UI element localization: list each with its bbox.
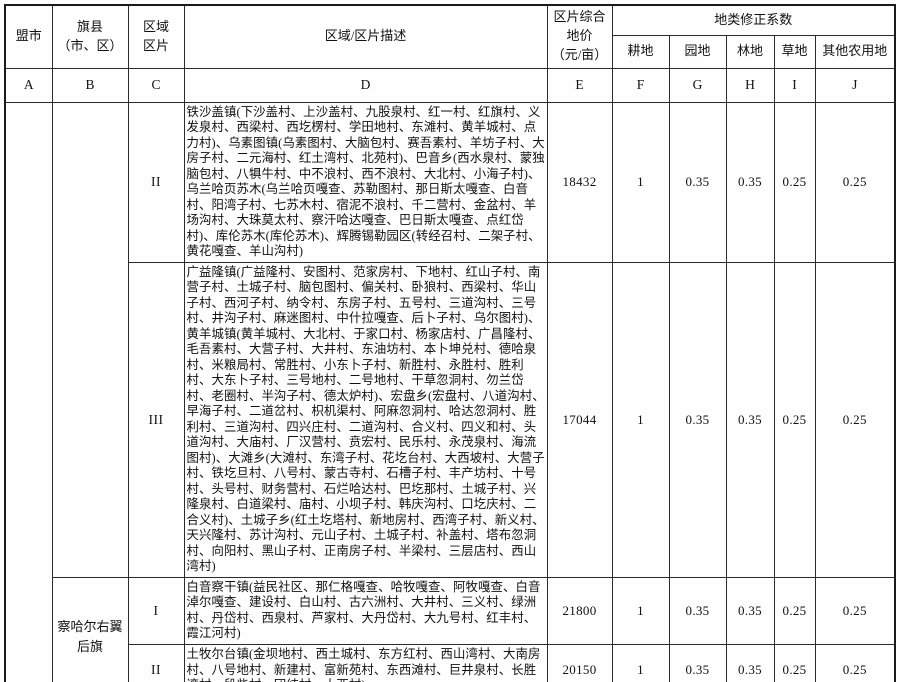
factor-other-cell: 0.25: [814, 576, 896, 645]
factor-farmland-cell: 1: [611, 643, 670, 682]
header-quyu-qupian: 区域 区片: [127, 4, 185, 69]
factor-grassland-cell: 0.25: [773, 101, 816, 263]
table-row: II 土牧尔台镇(金坝地村、西土城村、东方红村、西山湾村、大南房村、八号地村、新…: [5, 643, 896, 682]
description-cell: 白音察干镇(益民社区、那仁格嘎查、哈牧嘎查、阿牧嘎查、白音淖尔嘎查、建设村、白山…: [183, 576, 548, 645]
header-qixian-line2: （市、区）: [57, 37, 123, 53]
header-price-line3: （元/亩）: [551, 47, 608, 63]
letter-cell-c: C: [127, 67, 185, 103]
factor-garden-cell: 0.35: [668, 576, 727, 645]
price-cell: 18432: [546, 101, 613, 263]
table-row: III 广益隆镇(广益隆村、安图村、范家房村、下地村、红山子村、南营子村、土城子…: [5, 261, 896, 578]
header-price: 区片综合 地价 （元/亩）: [546, 4, 613, 69]
header-price-line1: 区片综合: [553, 9, 606, 25]
factor-forest-cell: 0.35: [725, 101, 775, 263]
header-qixian-line1: 旗县: [76, 18, 103, 34]
price-cell: 21800: [546, 576, 613, 645]
letter-cell-h: H: [725, 67, 775, 103]
price-cell: 20150: [546, 643, 613, 682]
header-description-label: 区域/区片描述: [324, 28, 407, 44]
land-price-table: 盟市 旗县 （市、区） 区域 区片 区域/区片描述 区片综合 地价 （元/亩）: [4, 4, 897, 682]
table-row: 察哈尔右翼后旗 I 白音察干镇(益民社区、那仁格嘎查、哈牧嘎查、阿牧嘎查、白音淖…: [5, 576, 896, 682]
factor-farmland-cell: 1: [611, 261, 670, 578]
letter-cell-g: G: [668, 67, 727, 103]
header-mengshi-label: 盟市: [15, 28, 42, 44]
header-factor-grassland: 草地: [773, 34, 816, 69]
zone-cell: III: [127, 261, 185, 578]
letter-cell-b: B: [51, 67, 129, 103]
letter-cell-j: J: [814, 67, 896, 103]
header-factor-group-label: 地类修正系数: [714, 11, 793, 27]
factor-grassland-cell: 0.25: [773, 261, 816, 578]
factor-garden-cell: 0.35: [668, 261, 727, 578]
header-factor-farmland: 耕地: [611, 34, 670, 69]
banner-cell-empty: [51, 101, 129, 578]
factor-other-cell: 0.25: [814, 643, 896, 682]
header-quyu-line1: 区域: [142, 18, 169, 34]
header-quyu-line2: 区片: [142, 37, 169, 53]
header-factor-forest: 林地: [725, 34, 775, 69]
header-qixian: 旗县 （市、区）: [51, 4, 129, 69]
factor-garden-cell: 0.35: [668, 101, 727, 263]
zone-cell: II: [127, 101, 185, 263]
banner-cell: 察哈尔右翼后旗: [51, 576, 129, 682]
description-cell: 土牧尔台镇(金坝地村、西土城村、东方红村、西山湾村、大南房村、八号地村、新建村、…: [183, 643, 548, 682]
zone-cell: II: [127, 643, 185, 682]
header-factor-group: 地类修正系数: [611, 4, 896, 36]
factor-garden-cell: 0.35: [668, 643, 727, 682]
letter-cell-a: A: [4, 67, 53, 103]
letter-cell-f: F: [611, 67, 670, 103]
factor-grassland-cell: 0.25: [773, 576, 816, 645]
factor-farmland-cell: 1: [611, 576, 670, 645]
header-mengshi: 盟市: [4, 4, 53, 69]
price-cell: 17044: [546, 261, 613, 578]
table-row: II 铁沙盖镇(下沙盖村、上沙盖村、九股泉村、红一村、红旗村、义发泉村、西梁村、…: [4, 101, 896, 682]
letter-cell-e: E: [546, 67, 613, 103]
factor-other-cell: 0.25: [814, 261, 896, 578]
header-factor-garden: 园地: [668, 34, 727, 69]
description-cell: 广益隆镇(广益隆村、安图村、范家房村、下地村、红山子村、南营子村、土城子村、脑包…: [183, 261, 548, 578]
letter-cell-d: D: [183, 67, 548, 103]
factor-forest-cell: 0.35: [725, 576, 775, 645]
header-factor-other: 其他农用地: [814, 34, 896, 69]
factor-other-cell: 0.25: [814, 101, 896, 263]
factor-grassland-cell: 0.25: [773, 643, 816, 682]
factor-farmland-cell: 1: [611, 101, 670, 263]
header-description: 区域/区片描述: [183, 4, 548, 69]
header-price-line2: 地价: [566, 28, 593, 44]
description-cell: 铁沙盖镇(下沙盖村、上沙盖村、九股泉村、红一村、红旗村、义发泉村、西梁村、西圪楞…: [183, 101, 548, 263]
factor-forest-cell: 0.35: [725, 643, 775, 682]
zone-cell: I: [127, 576, 185, 645]
letter-cell-i: I: [773, 67, 816, 103]
mengshi-cell-empty: [4, 101, 53, 682]
factor-forest-cell: 0.35: [725, 261, 775, 578]
